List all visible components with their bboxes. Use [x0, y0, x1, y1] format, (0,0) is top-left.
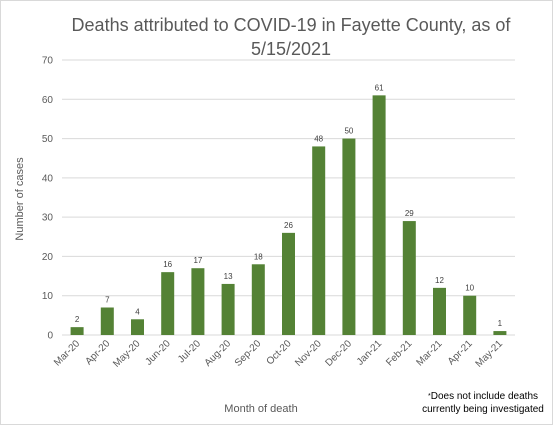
x-axis-label: Month of death — [224, 403, 298, 415]
data-label: 1 — [498, 319, 503, 328]
data-label: 4 — [135, 307, 140, 316]
x-tick-label: May-21 — [474, 338, 506, 370]
bar — [342, 138, 356, 335]
x-tick-label: Jun-20 — [143, 338, 173, 368]
data-label: 16 — [163, 260, 172, 269]
bar — [433, 287, 446, 335]
x-tick-label: Apr-20 — [83, 338, 112, 367]
bar — [161, 272, 175, 335]
bar — [251, 264, 265, 335]
x-tick-label: Sep-20 — [233, 338, 264, 369]
y-tick-label: 40 — [42, 173, 54, 184]
footnote: *Does not include deaths currently being… — [416, 390, 550, 416]
bar — [463, 295, 477, 335]
x-tick-label: Dec-20 — [323, 338, 354, 369]
chart-title: Deaths attributed to COVID-19 in Fayette… — [71, 15, 511, 59]
data-label: 48 — [314, 134, 323, 143]
data-label: 50 — [344, 127, 353, 136]
y-tick-label: 70 — [42, 56, 54, 67]
bars — [70, 95, 507, 335]
data-label: 7 — [105, 296, 110, 305]
data-label: 2 — [75, 315, 80, 324]
data-label: 10 — [465, 284, 474, 293]
footnote-asterisk: * — [427, 393, 431, 400]
y-tick-label: 10 — [42, 291, 54, 302]
y-tick-label: 20 — [42, 252, 54, 263]
data-label: 18 — [254, 252, 263, 261]
x-tick-label: Jul-20 — [176, 338, 203, 365]
x-tick-label: Jan-21 — [355, 338, 385, 368]
data-label: 17 — [193, 256, 202, 265]
bar — [372, 95, 386, 335]
bar — [100, 307, 114, 335]
bar — [221, 283, 235, 335]
data-label: 61 — [375, 83, 384, 92]
bar — [282, 232, 295, 335]
data-label: 13 — [224, 272, 233, 281]
footnote-text: Does not include deaths currently being … — [422, 391, 544, 415]
x-tick-label: Apr-21 — [446, 338, 475, 367]
bar — [493, 331, 507, 335]
x-tick-label: Feb-21 — [384, 338, 414, 368]
y-tick-label: 50 — [42, 134, 54, 145]
bar — [131, 319, 144, 335]
x-tick-label: Aug-20 — [203, 338, 234, 369]
x-tick-label: Nov-20 — [293, 338, 324, 369]
data-label: 26 — [284, 221, 293, 230]
y-tick-label: 30 — [42, 213, 54, 224]
y-tick-label: 0 — [47, 331, 53, 342]
bar — [402, 221, 416, 335]
y-axis-ticks: 0 10 20 30 40 50 60 70 — [42, 56, 54, 342]
y-axis-label: Number of cases — [14, 157, 26, 241]
data-label: 29 — [405, 209, 414, 218]
bar — [191, 268, 205, 335]
data-labels: 2 7 4 16 17 13 18 26 48 50 61 29 12 10 1 — [75, 83, 503, 328]
y-tick-label: 60 — [42, 95, 54, 106]
data-label: 12 — [435, 276, 444, 285]
x-tick-label: Oct-20 — [265, 338, 294, 367]
x-tick-label: Mar-20 — [52, 338, 82, 368]
x-tick-label: Mar-21 — [414, 338, 444, 368]
x-tick-label: May-20 — [111, 338, 143, 370]
bar — [312, 146, 326, 335]
bar — [70, 327, 84, 335]
